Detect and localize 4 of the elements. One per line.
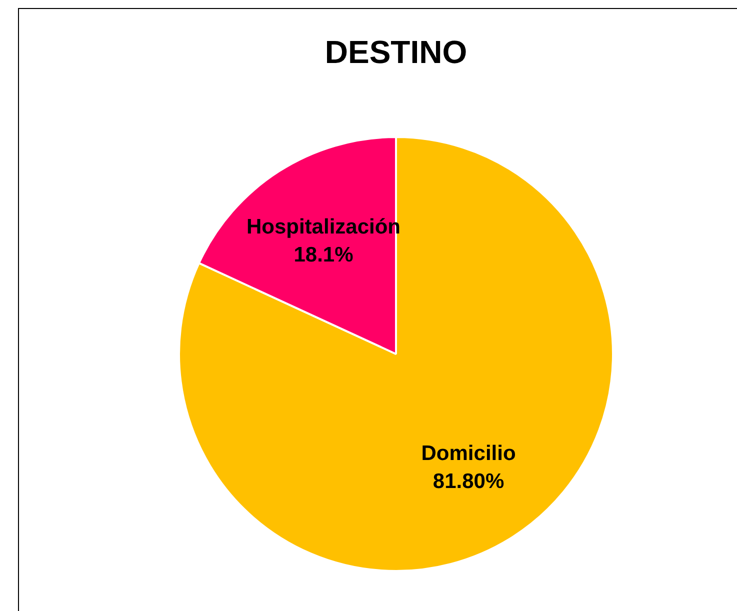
- data-label: 18.1%: [294, 243, 354, 266]
- chart-title: DESTINO: [324, 34, 468, 71]
- slice-label: Domicilio: [421, 442, 516, 466]
- data-label: 81.80%: [432, 470, 504, 494]
